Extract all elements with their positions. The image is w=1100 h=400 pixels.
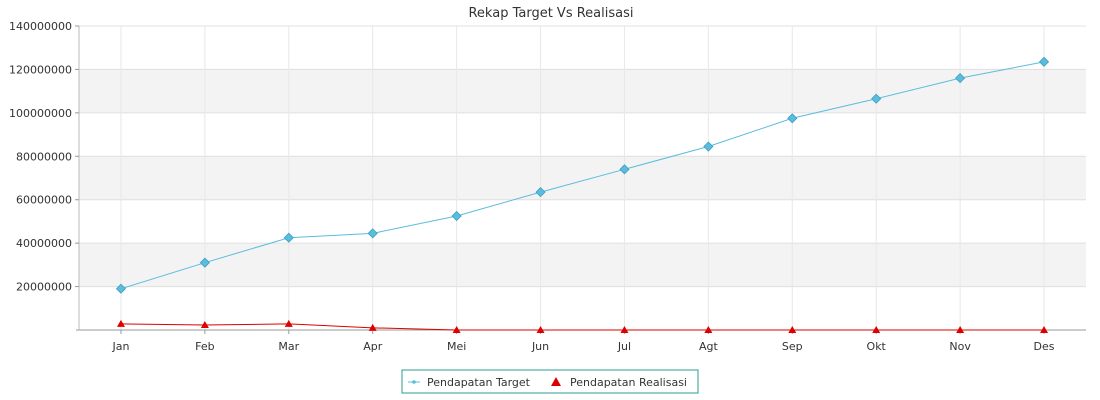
data-point-target[interactable] [451,210,462,222]
chart-title: Rekap Target Vs Realisasi [468,6,633,21]
series-line-target [120,61,1045,290]
data-point-target[interactable] [955,73,966,84]
y-tick-label: 20000000 [16,281,72,294]
y-tick-label: 140000000 [9,20,72,33]
x-tick-label: Sep [782,340,803,353]
x-tick-label: Jun [531,340,549,353]
data-point-realisasi[interactable] [1040,326,1049,333]
plot-bands [79,69,1086,287]
data-point-realisasi[interactable] [284,319,293,327]
data-point-realisasi[interactable] [116,319,125,327]
data-point-target[interactable] [871,93,882,104]
y-tick-label: 80000000 [16,150,72,163]
legend-box [401,369,699,394]
data-point-realisasi[interactable] [452,326,461,333]
x-tick-label: Apr [363,340,383,353]
series-layer [115,56,1050,333]
data-point-realisasi[interactable] [620,326,629,333]
x-tick-label: Agt [699,340,719,353]
y-axis-ticks: 20000000 40000000 60000000 80000000 10000000… [9,20,79,294]
data-point-target[interactable] [283,232,294,243]
data-point-target[interactable] [535,187,546,198]
legend: Pendapatan Target Pendapatan Realisasi [401,369,699,394]
plot-band [79,69,1086,113]
x-tick-label: Des [1034,340,1055,353]
y-tick-label: 60000000 [16,194,72,207]
legend-target-marker [412,380,416,384]
data-point-target[interactable] [1038,56,1050,67]
legend-target-label[interactable]: Pendapatan Target [427,376,531,389]
data-point-target[interactable] [703,141,714,152]
grid-lines [79,25,1086,330]
data-point-realisasi[interactable] [704,326,713,333]
x-tick-label: Mei [447,340,466,353]
data-point-realisasi[interactable] [872,326,881,333]
legend-realisasi-label[interactable]: Pendapatan Realisasi [570,376,687,389]
data-point-realisasi[interactable] [956,326,965,333]
series-line-realisasi [120,323,1045,331]
x-tick-label: Feb [195,340,214,353]
data-point-target[interactable] [199,257,210,268]
x-tick-label: Nov [949,340,971,353]
x-tick-label: Okt [867,340,887,353]
data-point-realisasi[interactable] [788,326,797,333]
plot-band [79,243,1086,287]
data-point-target[interactable] [367,228,378,239]
data-point-realisasi[interactable] [368,323,377,331]
plot-band [79,156,1086,200]
data-point-target[interactable] [115,283,127,294]
data-point-realisasi[interactable] [200,321,209,329]
y-tick-label: 120000000 [9,63,72,76]
y-tick-label: 40000000 [16,237,72,250]
data-point-realisasi[interactable] [536,326,545,333]
data-point-target[interactable] [619,164,630,175]
data-point-target[interactable] [787,113,798,124]
y-tick-label: 100000000 [9,107,72,120]
legend-realisasi-marker [551,377,561,386]
x-tick-label: Mar [278,340,299,353]
x-tick-label: Jan [111,340,129,353]
x-tick-label: Jul [617,340,631,353]
x-axis-ticks: Jan Feb Mar Apr Mei Jun Jul Agt Sep Okt Nov Des [111,330,1055,353]
